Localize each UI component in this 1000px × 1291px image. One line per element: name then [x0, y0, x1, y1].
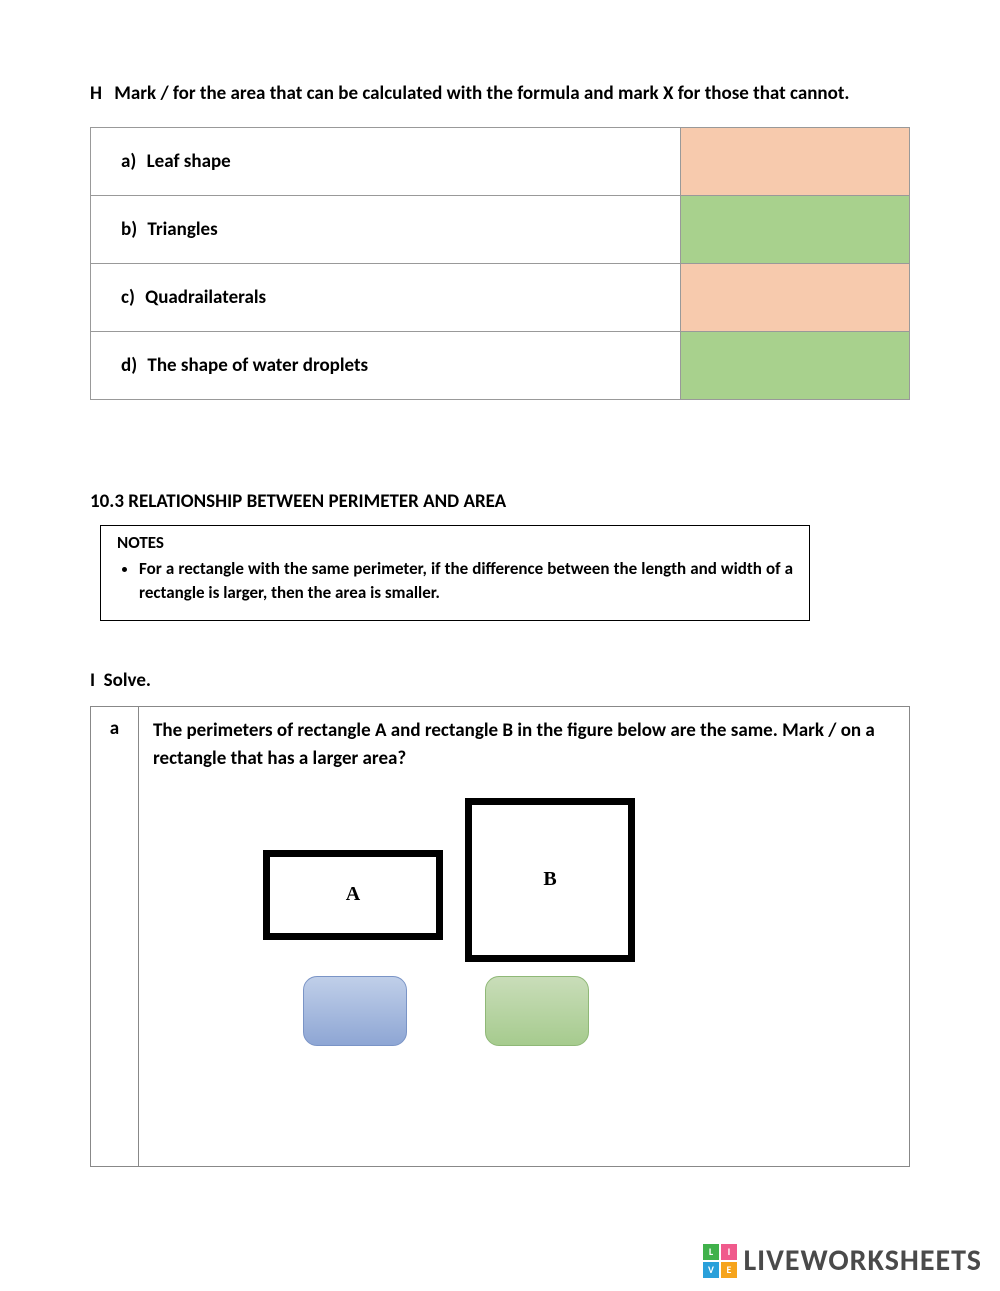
question-text: The perimeters of rectangle A and rectan…	[153, 717, 895, 774]
option-letter: a)	[121, 150, 136, 173]
option-label: c) Quadrailaterals	[91, 263, 681, 331]
rectangle-b: B	[465, 798, 635, 962]
option-label: d) The shape of water droplets	[91, 331, 681, 399]
answer-cell[interactable]	[680, 195, 909, 263]
section-i-lead: I	[90, 669, 95, 692]
logo-tile: V	[703, 1262, 719, 1278]
logo-tile: I	[721, 1244, 737, 1260]
notes-item: For a rectangle with the same perimeter,…	[139, 557, 793, 606]
section-i-table: a The perimeters of rectangle A and rect…	[90, 706, 910, 1167]
answer-box-a[interactable]	[303, 976, 407, 1046]
figure: A B	[153, 798, 895, 998]
table-row: c) Quadrailaterals	[91, 263, 910, 331]
table-row: d) The shape of water droplets	[91, 331, 910, 399]
notes-box: NOTES For a rectangle with the same peri…	[100, 525, 810, 621]
item-body: The perimeters of rectangle A and rectan…	[139, 706, 910, 1166]
option-letter: b)	[121, 218, 137, 241]
section-i-instruction: I Solve.	[90, 669, 910, 692]
option-text: The shape of water droplets	[147, 354, 368, 377]
answer-cell[interactable]	[680, 331, 909, 399]
section-h-text: Mark / for the area that can be calculat…	[114, 82, 849, 105]
logo-tile: L	[703, 1244, 719, 1260]
option-text: Leaf shape	[147, 150, 231, 173]
option-letter: c)	[121, 286, 135, 309]
rectangle-a-label: A	[346, 883, 360, 906]
table-row: b) Triangles	[91, 195, 910, 263]
section-10-3-title: 10.3 RELATIONSHIP BETWEEN PERIMETER AND …	[90, 490, 910, 513]
watermark-logo-icon: L I V E	[703, 1244, 737, 1278]
option-label: a) Leaf shape	[91, 127, 681, 195]
answer-cell[interactable]	[680, 127, 909, 195]
table-row: a) Leaf shape	[91, 127, 910, 195]
rectangle-a: A	[263, 850, 443, 940]
option-text: Triangles	[147, 218, 217, 241]
section-i-text: Solve.	[104, 669, 151, 692]
watermark: L I V E LIVEWORKSHEETS	[703, 1242, 982, 1279]
answer-box-b[interactable]	[485, 976, 589, 1046]
option-label: b) Triangles	[91, 195, 681, 263]
section-h-lead: H	[90, 82, 102, 105]
answer-cell[interactable]	[680, 263, 909, 331]
section-h-table: a) Leaf shape b) Triangles c) Quadrailat…	[90, 127, 910, 400]
notes-label: NOTES	[117, 532, 793, 553]
option-letter: d)	[121, 354, 137, 377]
worksheet-page: H Mark / for the area that can be calcul…	[0, 0, 1000, 1167]
logo-tile: E	[721, 1262, 737, 1278]
option-text: Quadrailaterals	[145, 286, 266, 309]
watermark-text: LIVEWORKSHEETS	[743, 1242, 982, 1279]
section-h-instruction: H Mark / for the area that can be calcul…	[90, 80, 910, 109]
item-letter: a	[91, 706, 139, 1166]
rectangle-b-label: B	[543, 868, 556, 891]
